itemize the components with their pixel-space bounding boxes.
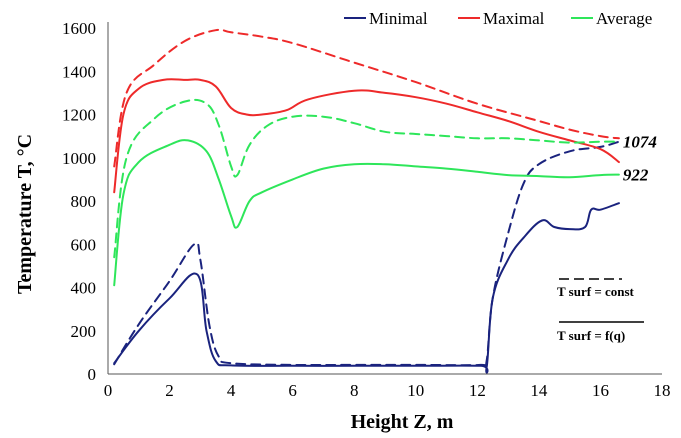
legend: Minimal Maximal Average bbox=[344, 9, 652, 28]
x-tick-label: 6 bbox=[288, 381, 297, 400]
maximal-dashed-line bbox=[113, 28, 620, 168]
x-tick-label: 14 bbox=[530, 381, 548, 400]
x-tick-label: 10 bbox=[407, 381, 424, 400]
y-tick-label: 400 bbox=[71, 279, 97, 298]
x-tick-label: 2 bbox=[165, 381, 174, 400]
x-tick-label: 18 bbox=[654, 381, 671, 400]
y-tick-label: 1200 bbox=[62, 106, 96, 125]
solid-key-label: T surf = f(q) bbox=[557, 328, 625, 343]
y-tick-label: 0 bbox=[88, 365, 97, 384]
y-tick-label: 800 bbox=[71, 192, 97, 211]
end-annotations: 1074 922 bbox=[623, 133, 657, 185]
x-tick-label: 0 bbox=[104, 381, 113, 400]
series-lines bbox=[113, 28, 620, 374]
legend-label-average: Average bbox=[596, 9, 652, 28]
minimal-dashed-line bbox=[113, 140, 620, 369]
maximal-solid-line bbox=[113, 78, 620, 194]
y-tick-label: 1400 bbox=[62, 62, 96, 81]
x-tick-label: 8 bbox=[350, 381, 359, 400]
end-value-label: 922 bbox=[623, 166, 649, 185]
x-axis-title: Height Z, m bbox=[351, 411, 454, 433]
minimal-solid-line bbox=[113, 202, 620, 374]
dashed-key-label: T surf = const bbox=[557, 284, 635, 299]
average-dashed-line bbox=[113, 98, 620, 259]
y-tick-label: 200 bbox=[71, 322, 97, 341]
average-solid-line bbox=[113, 139, 620, 287]
x-tick-label: 12 bbox=[469, 381, 486, 400]
y-tick-label: 1600 bbox=[62, 19, 96, 38]
x-tick-label: 4 bbox=[227, 381, 236, 400]
tick-labels: 0 2 4 6 8 10 12 14 16 18 0 200 400 600 800 1000 1200 1400… bbox=[62, 19, 671, 400]
line-style-key: T surf = const T surf = f(q) bbox=[557, 278, 644, 343]
end-value-label: 1074 bbox=[623, 133, 657, 152]
y-tick-label: 1000 bbox=[62, 149, 96, 168]
legend-label-maximal: Maximal bbox=[483, 9, 545, 28]
axes bbox=[107, 22, 662, 375]
legend-label-minimal: Minimal bbox=[369, 9, 428, 28]
y-tick-label: 600 bbox=[71, 235, 97, 254]
x-tick-label: 16 bbox=[592, 381, 609, 400]
y-axis-title: Temperature T, °C bbox=[14, 134, 36, 294]
